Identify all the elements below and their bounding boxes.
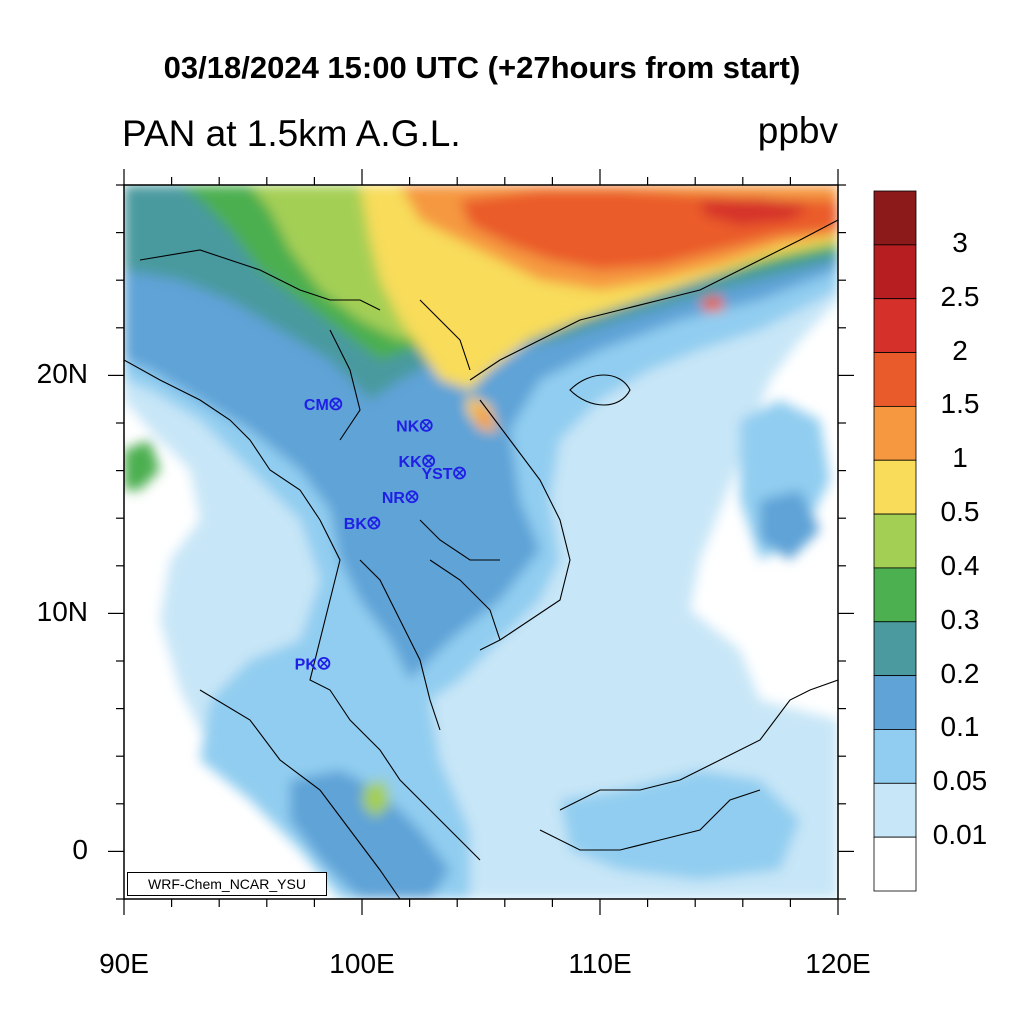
station-marker-icon: [367, 516, 381, 530]
colorbar-swatch: [873, 352, 917, 407]
lon-tick-label: 120E: [805, 948, 871, 979]
station-marker-icon: [329, 397, 343, 411]
station-marker-icon: [405, 490, 419, 504]
colorbar-level-label: 1.5: [940, 388, 980, 420]
lat-tick-label: 0: [72, 834, 88, 866]
station-label: BK: [344, 516, 368, 533]
station-marker-icon: [422, 454, 436, 468]
station-cm: CM: [304, 397, 343, 414]
colorbar-level-label: 2: [952, 334, 968, 366]
colorbar: [873, 190, 917, 892]
map-frame: [123, 184, 839, 900]
station-label: PK: [295, 656, 318, 673]
station-nk: NK: [396, 418, 433, 435]
station-label: CM: [304, 397, 329, 414]
colorbar-swatch: [873, 244, 917, 300]
colorbar-level-label: 1: [952, 442, 968, 474]
colorbar-level-label: 0.01: [932, 819, 988, 851]
variable-label: PAN at 1.5km A.G.L.: [122, 113, 461, 154]
model-credit: WRF-Chem_NCAR_YSU: [127, 872, 327, 896]
colorbar-level-label: 0.3: [940, 603, 980, 635]
colorbar-swatch: [873, 190, 917, 246]
axis-ticks: [108, 169, 854, 915]
station-nr: NR: [382, 490, 419, 507]
station-label: YST: [421, 466, 452, 483]
colorbar-swatch: [873, 675, 917, 730]
colorbar-level-label: 2.5: [940, 280, 980, 312]
station-yst: YST: [421, 466, 466, 483]
colorbar-swatch: [873, 405, 917, 461]
units-label: ppbv: [757, 110, 838, 151]
station-marker-icon: [317, 656, 331, 670]
colorbar-swatch: [873, 567, 917, 623]
lon-tick-label: 110E: [568, 948, 632, 979]
colorbar-level-label: 0.2: [940, 657, 980, 689]
colorbar-level-label: 0.5: [940, 496, 980, 528]
colorbar-level-label: 0.1: [940, 711, 980, 743]
map-title: 03/18/2024 15:00 UTC (+27hours from star…: [163, 50, 801, 85]
lon-tick-label: 100E: [329, 948, 395, 979]
pan-field: [124, 185, 838, 899]
station-kk: KK: [399, 454, 436, 471]
colorbar-swatch: [873, 729, 917, 784]
colorbar-swatch: [873, 459, 917, 515]
colorbar-level-label: 0.4: [940, 549, 980, 581]
station-marker-icon: [419, 418, 433, 432]
station-pk: PK: [295, 656, 331, 673]
colorbar-swatch: [873, 836, 917, 892]
colorbar-level-label: 3: [952, 226, 968, 258]
colorbar-swatch: [873, 513, 917, 569]
station-marker-icon: [453, 466, 466, 480]
colorbar-level-label: 0.05: [932, 765, 988, 797]
lat-tick-label: 20N: [36, 358, 88, 390]
station-label: KK: [399, 454, 423, 471]
lat-tick-label: 10N: [36, 596, 88, 628]
colorbar-swatch: [873, 782, 917, 838]
station-label: NR: [382, 490, 406, 507]
lon-tick-label: 90E: [99, 948, 149, 979]
station-bk: BK: [344, 516, 381, 533]
colorbar-swatch: [873, 621, 917, 677]
contour-2: [700, 198, 810, 225]
colorbar-swatch: [873, 298, 917, 353]
station-label: NK: [396, 418, 420, 435]
coastlines: [124, 219, 838, 899]
